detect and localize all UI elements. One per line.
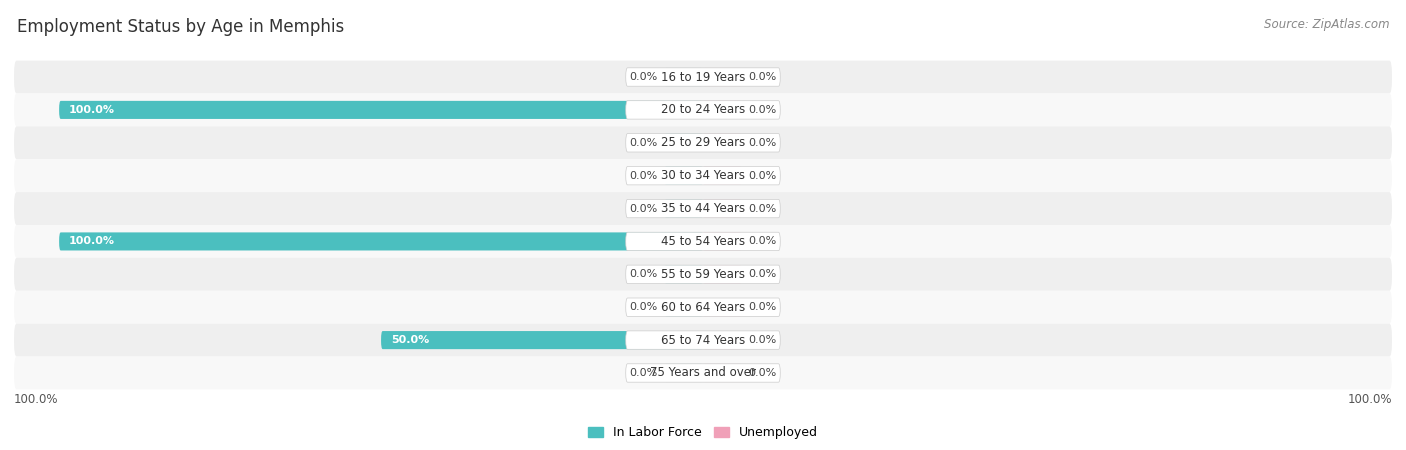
FancyBboxPatch shape bbox=[665, 266, 703, 284]
FancyBboxPatch shape bbox=[703, 298, 741, 316]
Text: 100.0%: 100.0% bbox=[69, 105, 115, 115]
FancyBboxPatch shape bbox=[703, 101, 741, 119]
Text: 65 to 74 Years: 65 to 74 Years bbox=[661, 333, 745, 346]
FancyBboxPatch shape bbox=[14, 225, 1392, 258]
Text: 30 to 34 Years: 30 to 34 Years bbox=[661, 169, 745, 182]
FancyBboxPatch shape bbox=[665, 199, 703, 218]
FancyBboxPatch shape bbox=[626, 134, 780, 152]
Text: 60 to 64 Years: 60 to 64 Years bbox=[661, 301, 745, 314]
Text: 20 to 24 Years: 20 to 24 Years bbox=[661, 104, 745, 117]
Text: 16 to 19 Years: 16 to 19 Years bbox=[661, 71, 745, 84]
Text: 0.0%: 0.0% bbox=[630, 368, 658, 378]
FancyBboxPatch shape bbox=[626, 68, 780, 86]
FancyBboxPatch shape bbox=[626, 199, 780, 218]
FancyBboxPatch shape bbox=[14, 61, 1392, 94]
Text: Source: ZipAtlas.com: Source: ZipAtlas.com bbox=[1264, 18, 1389, 31]
Text: 0.0%: 0.0% bbox=[630, 72, 658, 82]
Text: 0.0%: 0.0% bbox=[630, 171, 658, 180]
Text: 50.0%: 50.0% bbox=[391, 335, 429, 345]
Text: 0.0%: 0.0% bbox=[748, 302, 776, 312]
FancyBboxPatch shape bbox=[14, 356, 1392, 389]
Text: 45 to 54 Years: 45 to 54 Years bbox=[661, 235, 745, 248]
Text: 0.0%: 0.0% bbox=[630, 138, 658, 148]
FancyBboxPatch shape bbox=[703, 134, 741, 152]
Text: 0.0%: 0.0% bbox=[748, 368, 776, 378]
Text: 0.0%: 0.0% bbox=[630, 203, 658, 214]
Text: 0.0%: 0.0% bbox=[748, 236, 776, 247]
FancyBboxPatch shape bbox=[703, 331, 741, 349]
Text: 0.0%: 0.0% bbox=[630, 302, 658, 312]
FancyBboxPatch shape bbox=[626, 298, 780, 316]
FancyBboxPatch shape bbox=[14, 324, 1392, 356]
FancyBboxPatch shape bbox=[59, 101, 703, 119]
FancyBboxPatch shape bbox=[381, 331, 703, 349]
FancyBboxPatch shape bbox=[626, 232, 780, 251]
FancyBboxPatch shape bbox=[703, 266, 741, 284]
FancyBboxPatch shape bbox=[626, 331, 780, 349]
FancyBboxPatch shape bbox=[14, 94, 1392, 126]
Text: 0.0%: 0.0% bbox=[748, 72, 776, 82]
FancyBboxPatch shape bbox=[626, 166, 780, 185]
Text: 0.0%: 0.0% bbox=[630, 270, 658, 279]
FancyBboxPatch shape bbox=[703, 166, 741, 184]
Text: 0.0%: 0.0% bbox=[748, 335, 776, 345]
FancyBboxPatch shape bbox=[14, 192, 1392, 225]
FancyBboxPatch shape bbox=[665, 166, 703, 184]
Text: Employment Status by Age in Memphis: Employment Status by Age in Memphis bbox=[17, 18, 344, 36]
Text: 0.0%: 0.0% bbox=[748, 105, 776, 115]
FancyBboxPatch shape bbox=[665, 364, 703, 382]
Legend: In Labor Force, Unemployed: In Labor Force, Unemployed bbox=[583, 422, 823, 445]
Text: 25 to 29 Years: 25 to 29 Years bbox=[661, 136, 745, 149]
Text: 55 to 59 Years: 55 to 59 Years bbox=[661, 268, 745, 281]
FancyBboxPatch shape bbox=[703, 68, 741, 86]
FancyBboxPatch shape bbox=[14, 291, 1392, 324]
FancyBboxPatch shape bbox=[665, 298, 703, 316]
Text: 0.0%: 0.0% bbox=[748, 203, 776, 214]
FancyBboxPatch shape bbox=[626, 101, 780, 119]
FancyBboxPatch shape bbox=[14, 258, 1392, 291]
Text: 75 Years and over: 75 Years and over bbox=[650, 366, 756, 379]
FancyBboxPatch shape bbox=[665, 134, 703, 152]
FancyBboxPatch shape bbox=[665, 68, 703, 86]
FancyBboxPatch shape bbox=[14, 126, 1392, 159]
FancyBboxPatch shape bbox=[703, 364, 741, 382]
FancyBboxPatch shape bbox=[703, 199, 741, 218]
FancyBboxPatch shape bbox=[626, 364, 780, 382]
FancyBboxPatch shape bbox=[626, 265, 780, 284]
Text: 100.0%: 100.0% bbox=[1347, 393, 1392, 406]
Text: 0.0%: 0.0% bbox=[748, 138, 776, 148]
Text: 35 to 44 Years: 35 to 44 Years bbox=[661, 202, 745, 215]
FancyBboxPatch shape bbox=[14, 159, 1392, 192]
FancyBboxPatch shape bbox=[59, 232, 703, 251]
Text: 0.0%: 0.0% bbox=[748, 270, 776, 279]
FancyBboxPatch shape bbox=[703, 232, 741, 251]
Text: 0.0%: 0.0% bbox=[748, 171, 776, 180]
Text: 100.0%: 100.0% bbox=[14, 393, 59, 406]
Text: 100.0%: 100.0% bbox=[69, 236, 115, 247]
